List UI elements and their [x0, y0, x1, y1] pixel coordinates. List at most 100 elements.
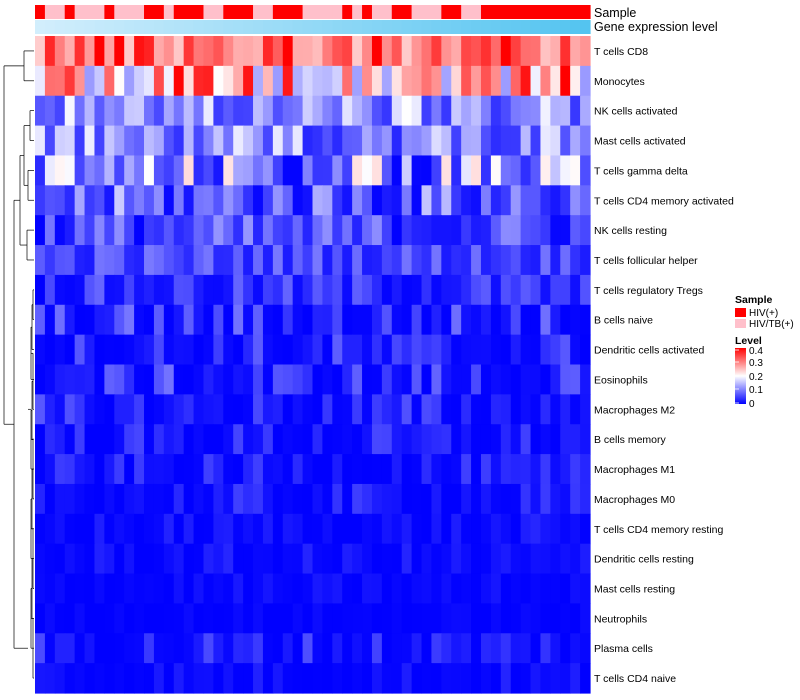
- heatmap-cell: [104, 274, 115, 306]
- heatmap-cell: [104, 36, 115, 67]
- heatmap-cell: [302, 65, 314, 97]
- heatmap-cell: [253, 513, 264, 545]
- heatmap-cell: [461, 603, 472, 634]
- heatmap-cell: [352, 603, 363, 634]
- heatmap-cell: [381, 513, 393, 545]
- expression-annotation-cell: [530, 20, 542, 34]
- heatmap-cell: [381, 394, 393, 425]
- heatmap-cell: [490, 424, 502, 455]
- heatmap-cell: [144, 65, 155, 97]
- heatmap-cell: [94, 155, 105, 186]
- heatmap-cell: [223, 274, 234, 306]
- heatmap-cell: [510, 274, 522, 306]
- heatmap-cell: [312, 125, 324, 157]
- row-label: T cells CD4 memory resting: [594, 524, 723, 536]
- heatmap-cell: [84, 454, 96, 485]
- heatmap-cell: [54, 394, 66, 425]
- heatmap-cell: [253, 185, 264, 216]
- heatmap-cell: [540, 364, 551, 395]
- heatmap-cell: [411, 573, 423, 605]
- heatmap-cell: [292, 513, 304, 545]
- heatmap-cell: [134, 95, 145, 127]
- heatmap-cell: [431, 274, 442, 306]
- heatmap-cell: [550, 663, 561, 694]
- heatmap-cell: [272, 36, 284, 67]
- heatmap-cell: [302, 603, 314, 634]
- heatmap-cell: [272, 573, 284, 605]
- sample-annotation-cell: [272, 5, 284, 19]
- heatmap-cell: [74, 334, 86, 366]
- heatmap-cell: [163, 454, 175, 485]
- heatmap-cell: [401, 513, 413, 545]
- heatmap-cell: [421, 483, 433, 515]
- heatmap-cell: [74, 424, 86, 455]
- heatmap-cell: [183, 424, 195, 455]
- heatmap-cell: [461, 364, 472, 395]
- heatmap-cell: [253, 603, 264, 634]
- heatmap-cell: [570, 215, 581, 246]
- heatmap-cell: [203, 95, 214, 127]
- heatmap-cell: [520, 185, 532, 216]
- heatmap-cell: [253, 125, 264, 157]
- sample-annotation-cell: [510, 5, 522, 19]
- heatmap-cell: [371, 483, 383, 515]
- heatmap-cell: [391, 65, 403, 97]
- heatmap-cell: [362, 95, 373, 127]
- heatmap-cell: [312, 95, 324, 127]
- heatmap-cell: [233, 543, 244, 575]
- heatmap-cell: [540, 155, 551, 186]
- heatmap-cell: [124, 573, 135, 605]
- heatmap-cell: [153, 573, 165, 605]
- heatmap-cell: [570, 364, 581, 395]
- heatmap-cell: [451, 364, 462, 395]
- heatmap-cell: [183, 454, 195, 485]
- heatmap-cell: [312, 334, 324, 366]
- heatmap-cell: [312, 513, 324, 545]
- heatmap-cell: [471, 155, 482, 186]
- heatmap-cell: [203, 364, 214, 395]
- heatmap-cell: [451, 483, 462, 515]
- sample-annotation-cell: [54, 5, 66, 19]
- heatmap-cell: [74, 513, 86, 545]
- heatmap-cell: [312, 394, 324, 425]
- heatmap-cell: [441, 543, 452, 575]
- heatmap-cell: [560, 334, 571, 366]
- heatmap-cell: [292, 334, 304, 366]
- heatmap-cell: [391, 304, 403, 336]
- heatmap-cell: [213, 95, 224, 127]
- heatmap-cell: [570, 573, 581, 605]
- heatmap-cell: [451, 304, 462, 336]
- heatmap-cell: [342, 245, 353, 276]
- heatmap-cell: [54, 513, 66, 545]
- expression-annotation-cell: [74, 20, 86, 34]
- heatmap-cell: [173, 603, 185, 634]
- heatmap-cell: [480, 245, 492, 276]
- heatmap-cell: [471, 125, 482, 157]
- heatmap-cell: [272, 185, 284, 216]
- heatmap-cell: [262, 364, 274, 395]
- heatmap-cell: [54, 36, 66, 67]
- heatmap-cell: [342, 454, 353, 485]
- heatmap-cell: [282, 245, 294, 276]
- heatmap-cell: [530, 513, 542, 545]
- expression-annotation-cell: [134, 20, 145, 34]
- heatmap-cell: [173, 543, 185, 575]
- heatmap-cell: [114, 573, 125, 605]
- heatmap-cell: [74, 95, 86, 127]
- heatmap-cell: [163, 215, 175, 246]
- heatmap-cell: [213, 513, 224, 545]
- heatmap-cell: [114, 95, 125, 127]
- heatmap-cell: [411, 483, 423, 515]
- heatmap-cell: [223, 334, 234, 366]
- heatmap-cell: [451, 633, 462, 664]
- heatmap-cell: [203, 65, 214, 97]
- heatmap-cell: [391, 245, 403, 276]
- heatmap-cell: [84, 663, 96, 694]
- heatmap-cell: [94, 543, 105, 575]
- heatmap-cell: [213, 454, 224, 485]
- heatmap-cell: [302, 274, 314, 306]
- heatmap-cell: [540, 95, 551, 127]
- heatmap-cell: [163, 274, 175, 306]
- heatmap-cell: [480, 513, 492, 545]
- heatmap-cell: [44, 274, 56, 306]
